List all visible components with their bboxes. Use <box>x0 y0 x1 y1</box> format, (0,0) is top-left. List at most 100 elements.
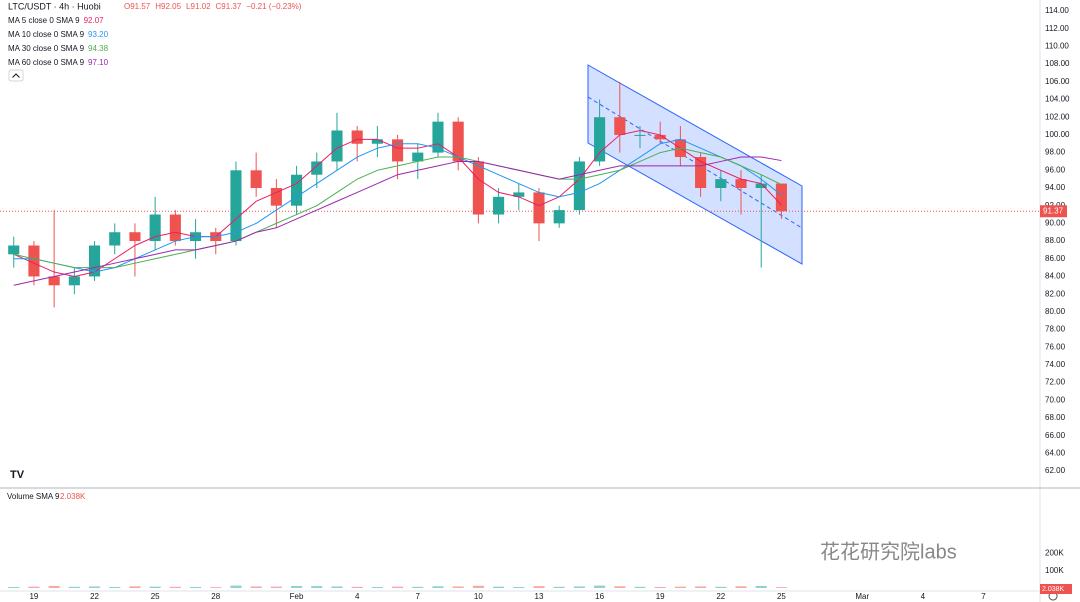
ma-line <box>13 129 782 277</box>
x-tick-label: 13 <box>535 592 544 601</box>
y-tick-label: 90.00 <box>1045 218 1066 227</box>
y-tick-label: 64.00 <box>1045 448 1066 457</box>
y-tick-label: 94.00 <box>1045 183 1066 192</box>
volume-bar <box>351 586 363 588</box>
ma-line <box>13 147 782 269</box>
volume-value: 2.038K <box>60 492 86 501</box>
candle-body <box>432 121 444 153</box>
legend-name: MA 10 close 0 SMA 9 <box>8 30 85 39</box>
x-tick-label: 25 <box>151 592 160 601</box>
legend: MA 5 close 0 SMA 9 92.07 MA 10 close 0 SMA… <box>8 16 109 67</box>
legend-value: 92.07 <box>84 16 105 25</box>
candle-body <box>270 187 282 206</box>
y-tick-label: 88.00 <box>1045 236 1066 245</box>
x-tick-label: 25 <box>777 592 786 601</box>
volume-tick-label: 200K <box>1045 549 1064 558</box>
y-tick-label: 80.00 <box>1045 307 1066 316</box>
y-tick-label: 114.00 <box>1045 6 1069 15</box>
candle-body <box>493 196 505 215</box>
volume-bar <box>594 585 606 588</box>
legend-name: MA 30 close 0 SMA 9 <box>8 44 85 53</box>
candle-body <box>755 183 767 188</box>
x-tick-label: 10 <box>474 592 483 601</box>
candle-body <box>250 170 262 188</box>
y-tick-label: 70.00 <box>1045 395 1066 404</box>
volume-value-label: 2.038K <box>1042 586 1065 593</box>
volume-bar <box>432 586 444 588</box>
symbol: LTC/USDT · 4h · Huobi <box>8 1 101 11</box>
candle-body <box>412 152 424 162</box>
y-tick-label: 106.00 <box>1045 77 1070 86</box>
candle-body <box>351 130 363 144</box>
volume-bar <box>715 586 727 588</box>
x-tick-label: 19 <box>29 592 38 601</box>
volume-bar <box>634 586 646 588</box>
y-tick-label: 112.00 <box>1045 24 1069 33</box>
volume-bar <box>371 586 383 588</box>
volume-bar <box>68 586 80 588</box>
volume-bar <box>129 586 141 588</box>
y-tick-label: 84.00 <box>1045 272 1066 281</box>
x-tick-label: 22 <box>90 592 99 601</box>
last-price-label: 91.37 <box>1043 206 1064 215</box>
volume-bar <box>169 586 181 588</box>
volume-bar <box>230 585 242 588</box>
volume-bar <box>270 586 282 588</box>
candle-body <box>129 232 141 242</box>
candle-body <box>634 134 646 136</box>
volume-bar <box>614 586 626 588</box>
candle-body <box>169 214 181 242</box>
legend-value: 93.20 <box>88 30 109 39</box>
y-tick-label: 110.00 <box>1045 42 1069 51</box>
volume-bar <box>88 586 101 588</box>
candle-body <box>149 214 161 242</box>
x-tick-label: Mar <box>855 592 869 601</box>
x-tick-label: 22 <box>716 592 725 601</box>
y-tick-label: 108.00 <box>1045 59 1070 68</box>
candle-body <box>533 192 545 224</box>
collapse-button[interactable] <box>8 69 24 82</box>
volume-tick-label: 100K <box>1045 566 1064 575</box>
candle-body <box>594 117 606 162</box>
y-tick-label: 82.00 <box>1045 289 1066 298</box>
volume-value-box <box>1040 584 1072 594</box>
ohlc-value: H92.05 <box>155 2 181 11</box>
volume-bar <box>210 587 222 588</box>
volume-bar <box>755 585 767 588</box>
y-tick-label: 78.00 <box>1045 325 1066 334</box>
candle-body <box>68 276 80 286</box>
y-tick-label: 104.00 <box>1045 95 1070 104</box>
volume-bar <box>472 585 484 588</box>
legend-name: MA 60 close 0 SMA 9 <box>8 58 85 67</box>
y-tick-label: 76.00 <box>1045 342 1066 351</box>
collapse-icon <box>12 73 20 78</box>
volume-bar <box>331 586 343 588</box>
volume-bar <box>553 586 565 588</box>
candle-body <box>472 161 484 215</box>
y-tick-label: 68.00 <box>1045 413 1066 422</box>
candle-body <box>392 139 404 162</box>
ma-line <box>13 156 782 286</box>
y-tick-label: 98.00 <box>1045 148 1066 157</box>
ohlc-value: −0.21 (−0.23%) <box>246 2 301 11</box>
y-tick-label: 102.00 <box>1045 112 1070 121</box>
volume-bar <box>311 586 323 588</box>
ohlc-value: L91.02 <box>186 2 211 11</box>
volume-bar <box>695 586 707 588</box>
x-tick-label: 7 <box>981 592 986 601</box>
candle-body <box>775 183 787 212</box>
volume-bar <box>149 586 161 588</box>
x-tick-label: 16 <box>595 592 604 601</box>
parallel-channel[interactable] <box>587 64 803 265</box>
ohlc-value: O91.57 <box>124 2 151 11</box>
candle-body <box>291 174 303 206</box>
y-tick-label: 74.00 <box>1045 360 1066 369</box>
candle-body <box>8 245 20 255</box>
y-tick-label: 66.00 <box>1045 431 1066 440</box>
candle-body <box>371 139 383 144</box>
last-price-box <box>1040 205 1067 218</box>
candle-body <box>311 161 323 175</box>
x-tick-label: 19 <box>656 592 665 601</box>
